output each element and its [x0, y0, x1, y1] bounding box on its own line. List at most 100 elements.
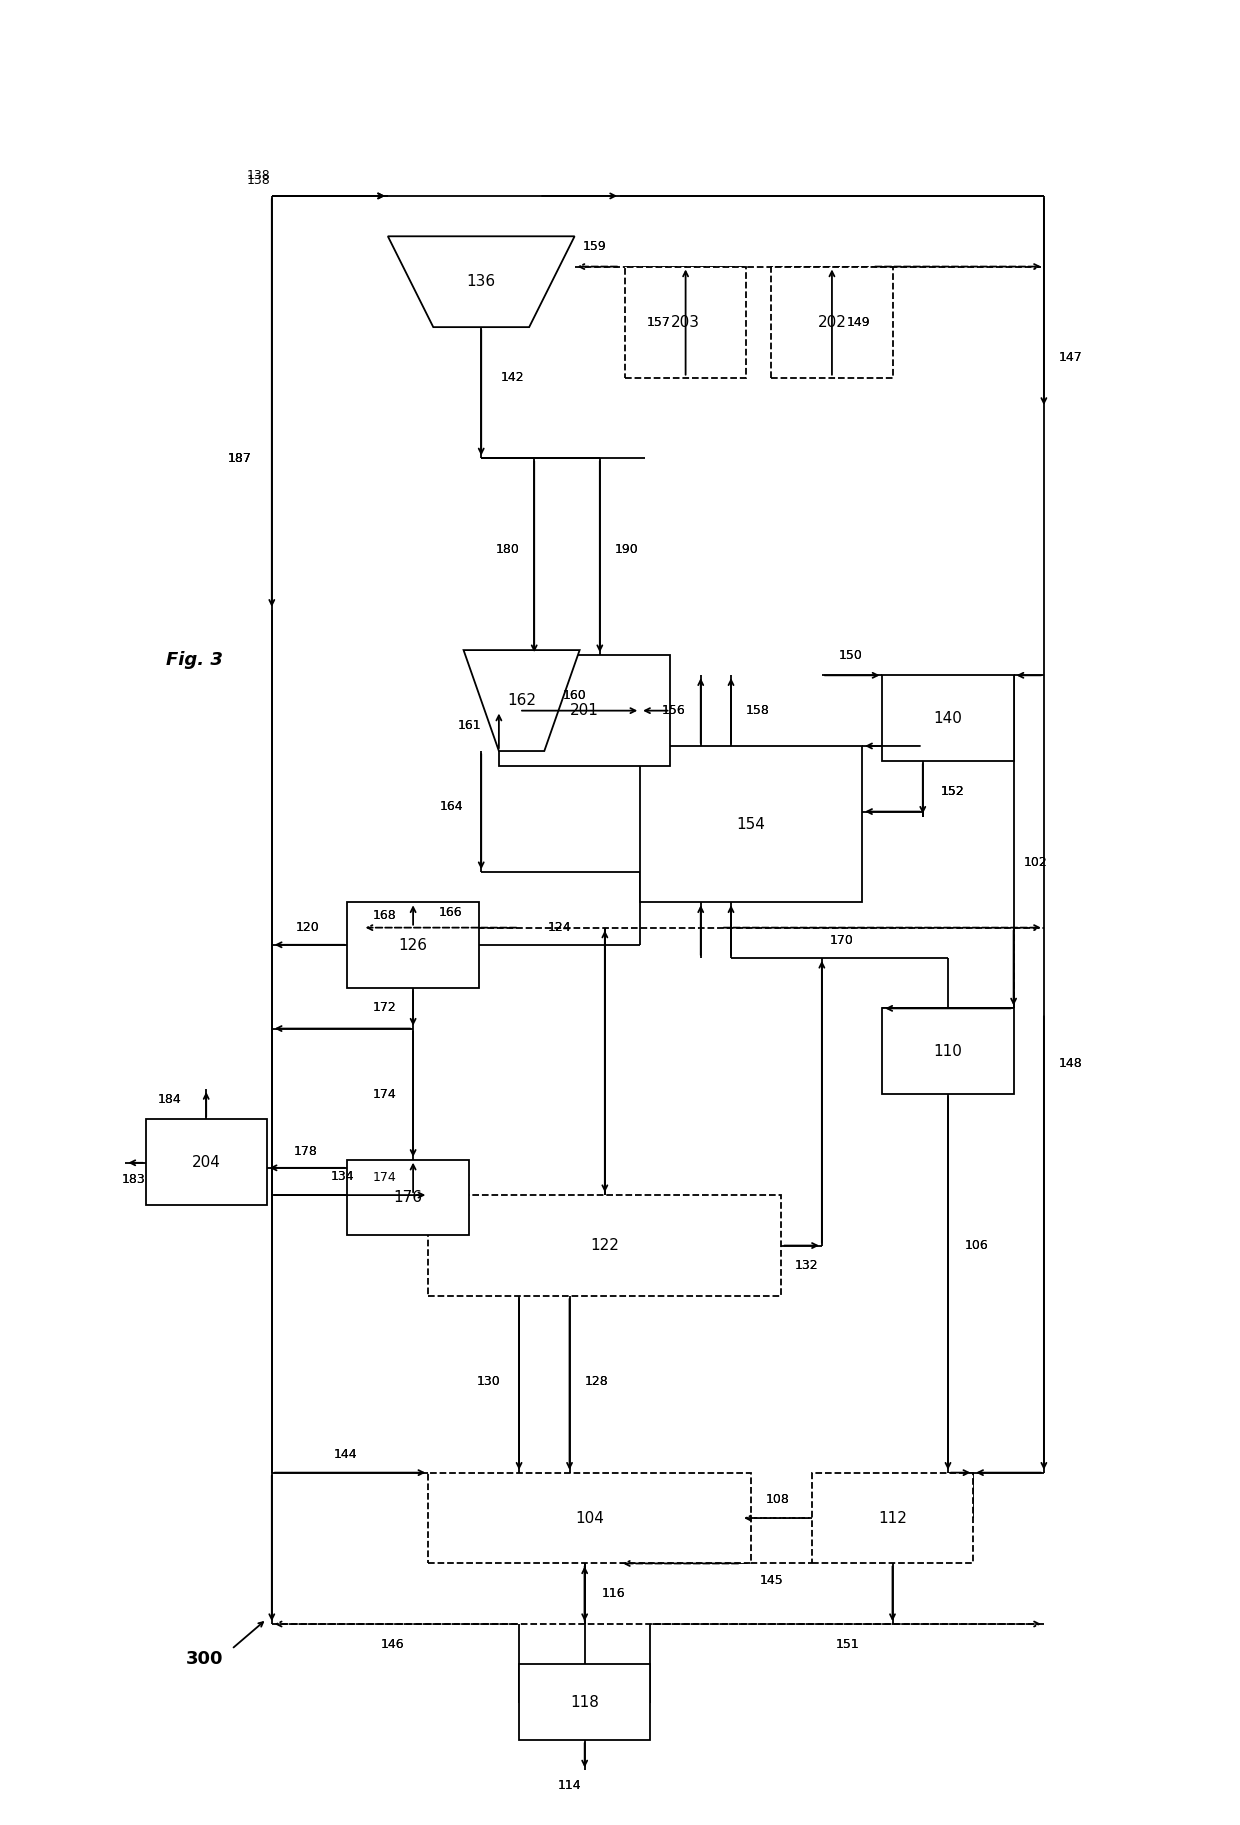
Text: 122: 122 [590, 1237, 619, 1254]
Text: 152: 152 [941, 785, 965, 798]
Text: 187: 187 [228, 453, 252, 465]
Text: 168: 168 [372, 909, 396, 922]
Text: 164: 164 [440, 799, 464, 812]
Text: 202: 202 [817, 314, 847, 330]
Text: 116: 116 [601, 1588, 625, 1601]
Bar [771, 266, 893, 378]
Text: 152: 152 [941, 785, 965, 798]
Text: 157: 157 [646, 316, 671, 328]
Text: 148: 148 [1059, 1057, 1083, 1071]
Text: 151: 151 [836, 1637, 859, 1652]
Text: 147: 147 [1059, 350, 1083, 363]
Text: 174: 174 [372, 1172, 396, 1184]
Polygon shape [388, 235, 574, 327]
Text: 300: 300 [186, 1650, 223, 1668]
Text: 136: 136 [466, 274, 496, 288]
Text: 110: 110 [934, 1044, 962, 1058]
Text: 183: 183 [122, 1173, 145, 1186]
Text: 114: 114 [558, 1779, 582, 1792]
Text: 128: 128 [585, 1376, 609, 1389]
Text: 124: 124 [548, 922, 572, 934]
Text: 149: 149 [847, 316, 870, 328]
Text: 174: 174 [372, 1088, 396, 1100]
Text: 106: 106 [965, 1239, 990, 1252]
Text: 156: 156 [662, 704, 686, 717]
Text: 204: 204 [192, 1155, 221, 1170]
Text: Fig. 3: Fig. 3 [166, 652, 223, 670]
Text: 172: 172 [372, 1000, 396, 1015]
Text: 116: 116 [601, 1588, 625, 1601]
Bar [145, 1119, 267, 1204]
Text: 178: 178 [293, 1146, 317, 1159]
Text: 118: 118 [570, 1695, 599, 1710]
Text: 145: 145 [760, 1575, 784, 1588]
Text: 183: 183 [122, 1173, 145, 1186]
Bar [347, 902, 479, 987]
Text: 132: 132 [795, 1259, 818, 1272]
Text: 168: 168 [372, 909, 396, 922]
Text: 176: 176 [393, 1190, 423, 1204]
Bar [625, 266, 746, 378]
Text: 180: 180 [495, 542, 520, 555]
Text: 162: 162 [507, 694, 536, 708]
Text: 106: 106 [965, 1239, 990, 1252]
Text: 120: 120 [295, 922, 319, 934]
Text: 157: 157 [646, 316, 671, 328]
Text: 152: 152 [941, 785, 965, 798]
Text: 159: 159 [583, 239, 606, 254]
Text: 164: 164 [440, 799, 464, 812]
Bar [347, 1159, 469, 1236]
Text: 108: 108 [765, 1493, 790, 1506]
Text: 174: 174 [372, 1088, 396, 1100]
Text: 146: 146 [381, 1637, 404, 1652]
Text: 138: 138 [247, 170, 270, 182]
Text: 190: 190 [615, 542, 639, 555]
Text: 112: 112 [878, 1511, 906, 1526]
Bar [520, 1664, 650, 1739]
Text: 156: 156 [662, 704, 686, 717]
Text: 184: 184 [157, 1093, 181, 1106]
Text: 130: 130 [477, 1376, 501, 1389]
Text: 190: 190 [615, 542, 639, 555]
Text: 154: 154 [737, 818, 765, 832]
Text: 104: 104 [575, 1511, 604, 1526]
Text: 108: 108 [765, 1493, 790, 1506]
Bar [428, 1473, 751, 1564]
Bar [428, 1195, 781, 1296]
Text: 151: 151 [836, 1637, 859, 1652]
Text: 170: 170 [830, 934, 854, 947]
Text: 126: 126 [398, 938, 428, 953]
Text: 150: 150 [838, 648, 862, 662]
Text: 170: 170 [830, 934, 854, 947]
Text: 134: 134 [331, 1170, 355, 1183]
Text: 149: 149 [847, 316, 870, 328]
Text: 161: 161 [458, 719, 481, 732]
Bar [883, 675, 1013, 761]
Text: 187: 187 [228, 453, 252, 465]
Text: 145: 145 [760, 1575, 784, 1588]
Text: 166: 166 [438, 905, 463, 920]
Text: 178: 178 [293, 1146, 317, 1159]
Bar [498, 655, 671, 766]
Bar [640, 746, 862, 902]
Text: 184: 184 [157, 1093, 181, 1106]
Text: 161: 161 [458, 719, 481, 732]
Text: 102: 102 [1024, 856, 1048, 869]
Text: 187: 187 [228, 453, 252, 465]
Text: 159: 159 [583, 239, 606, 254]
Text: 120: 120 [295, 922, 319, 934]
Text: 114: 114 [558, 1779, 582, 1792]
Text: 130: 130 [477, 1376, 501, 1389]
Text: 148: 148 [1059, 1057, 1083, 1071]
Text: 158: 158 [746, 704, 770, 717]
Text: 201: 201 [570, 703, 599, 719]
Text: 138: 138 [247, 173, 270, 188]
Text: 203: 203 [671, 314, 701, 330]
Text: 144: 144 [334, 1447, 357, 1462]
Text: 124: 124 [548, 922, 572, 934]
Text: 102: 102 [1024, 856, 1048, 869]
Text: 147: 147 [1059, 350, 1083, 363]
Text: 132: 132 [795, 1259, 818, 1272]
Text: 142: 142 [501, 370, 525, 383]
Bar [812, 1473, 973, 1564]
